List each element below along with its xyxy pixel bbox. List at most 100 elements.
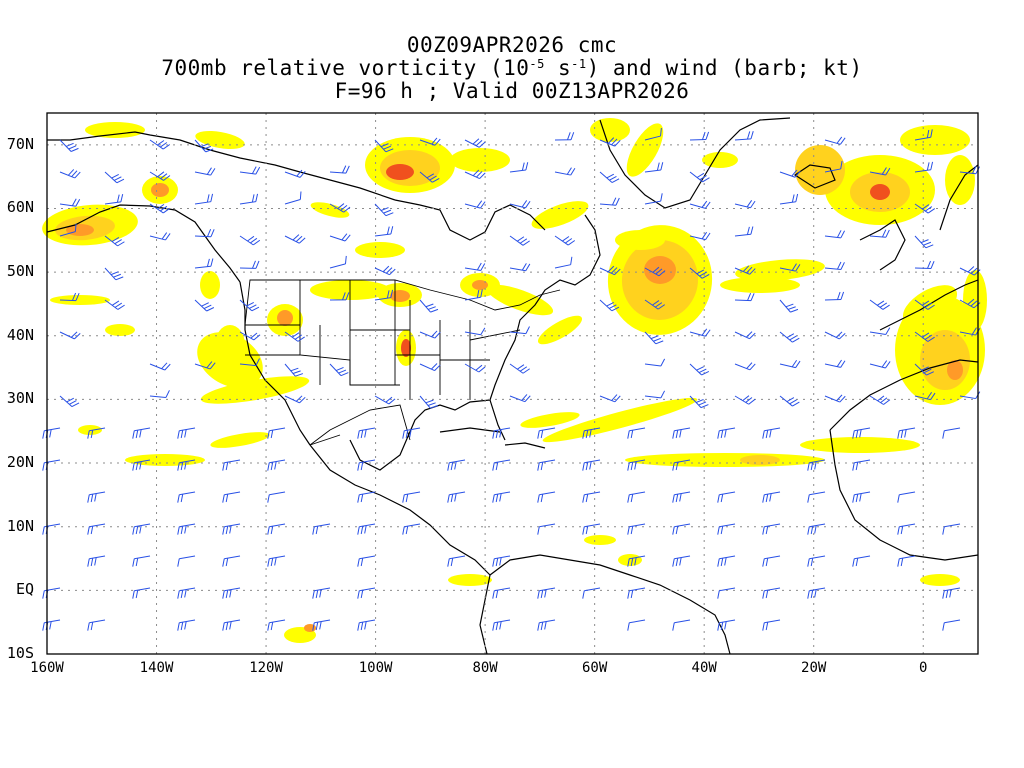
wind-barb [869,167,891,176]
wind-barb [734,292,755,302]
wind-barb [689,200,711,209]
wind-barb [509,200,531,209]
longitude-label: 20W [801,660,827,676]
wind-barb [42,427,61,439]
wind-barb [492,491,511,503]
wind-barb [492,619,511,631]
wind-barb [852,427,871,439]
vorticity-patch [900,125,970,155]
wind-barb [419,395,439,409]
wind-barb [509,162,529,173]
vorticity-patch [386,164,414,180]
wind-barb [402,523,421,535]
wind-barb [689,328,711,337]
coastline [349,399,491,471]
wind-barb [329,292,350,301]
wind-barb [374,226,394,237]
wind-barb [672,555,691,567]
wind-barb [582,459,601,471]
wind-barb [222,491,241,503]
longitude-label: 100W [358,660,393,676]
wind-barb [762,523,781,535]
latitude-label: 40N [6,325,34,344]
wind-barb [329,203,351,213]
wind-barb [177,427,196,439]
wind-barb [239,260,260,269]
wind-barb [194,361,216,370]
wind-barb [914,391,936,401]
wind-barb [824,136,846,145]
wind-barb [717,587,736,599]
wind-barb [239,331,261,341]
latitude-label: 50N [6,262,34,281]
wind-barb [312,523,331,535]
wind-barb [582,587,601,599]
wind-barb [582,523,601,535]
wind-barb [447,555,466,567]
longitude-label: 40W [691,660,717,676]
coastline [47,131,211,151]
coastline [504,442,546,449]
wind-barb [509,394,531,403]
vorticity-patch [625,453,825,467]
wind-barb [672,427,691,439]
wind-barb [329,363,349,377]
wind-barb [267,459,286,471]
wind-barb [419,171,440,183]
wind-barb [689,363,710,376]
wind-barb [149,171,171,181]
wind-barb [852,491,871,503]
wind-barb [807,587,826,599]
wind-barb [42,587,61,599]
vorticity-patch [740,455,780,465]
wind-barb [222,587,241,599]
wind-barb [734,395,756,405]
wind-barb [869,229,890,238]
vorticity-patch [195,131,245,149]
wind-barb [357,427,376,439]
map-frame [46,112,979,655]
latitude-label: 30N [6,389,34,408]
wind-barb [762,555,781,567]
wind-barb [717,555,736,567]
vorticity-patch [78,425,102,435]
vorticity-patch [390,290,410,302]
longitude-label: 60W [581,660,608,676]
vorticity-patch [800,437,920,453]
latitude-label: 60N [6,198,34,217]
longitude-label: 160W [30,660,64,676]
wind-barb [942,619,961,631]
wind-barb [59,331,81,340]
wind-barb [59,169,81,179]
wind-barb [779,395,800,407]
wind-barb [824,230,846,239]
wind-barb [779,263,801,272]
latitude-label: 20N [6,453,34,472]
wind-barb [329,165,350,174]
wind-barb [914,363,934,376]
wind-barb [194,258,214,269]
vorticity-patch [277,310,293,326]
wind-barb [419,330,441,339]
wind-barb [59,395,80,408]
wind-barb [627,427,646,439]
wind-barb [284,191,302,205]
vorticity-patch [590,118,630,142]
coastline [489,554,731,655]
coastline [439,427,501,433]
coastline [829,359,979,431]
political-border [309,404,411,446]
vorticity-patch [945,155,975,205]
wind-barb [194,193,214,205]
vorticity-patch [355,242,405,258]
vorticity-patch [66,224,94,236]
coastline [309,444,491,576]
wind-barb [492,459,511,471]
wind-barb [897,555,916,567]
wind-barb [132,523,151,535]
wind-barb [267,619,286,631]
vorticity-patch [85,122,145,138]
wind-barb [149,139,171,150]
wind-barb [419,137,441,146]
